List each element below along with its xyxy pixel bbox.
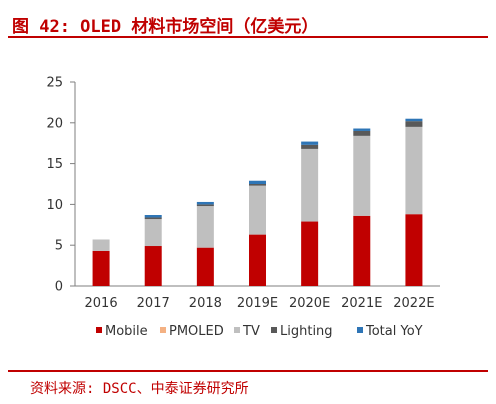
legend-label-pmoled: PMOLED [169, 324, 224, 339]
stacked-bar-chart: 0 5 10 15 20 25 2016 2017 2018 2019E 2020E 2021E 202… [46, 76, 440, 339]
legend-label-tv: TV [242, 324, 260, 339]
x-tick-label: 2018 [189, 296, 222, 311]
legend-swatch-tv [234, 327, 240, 333]
bar-segment-mobile [92, 250, 110, 286]
bar-segment-lighting [249, 184, 266, 186]
y-tick-label: 20 [46, 116, 63, 131]
y-tick-label: 0 [55, 280, 63, 295]
legend-swatch-pmoled [160, 327, 166, 333]
x-tick-label: 2022E [393, 296, 434, 311]
bar-segment-tv [353, 135, 371, 216]
legend-swatch-total-yoy [357, 327, 363, 333]
x-tick-label: 2020E [289, 296, 330, 311]
bar-segment-mobile [353, 215, 371, 286]
bar-segment-tv [92, 239, 110, 251]
x-tick-label: 2019E [237, 296, 278, 311]
bar-segment-lighting [405, 121, 423, 127]
bar-segment-total-yoy [353, 128, 371, 131]
bar-segment-total-yoy [144, 215, 162, 218]
bar-segment-tv [405, 126, 423, 215]
bar-segment-tv [301, 148, 319, 222]
bar-segment-lighting [196, 204, 214, 207]
legend-label-lighting: Lighting [280, 324, 333, 339]
legend-label-total-yoy: Total YoY [365, 324, 423, 339]
legend-swatch-mobile [96, 327, 102, 333]
bar-segment-total-yoy [301, 141, 319, 145]
y-tick-label: 15 [46, 157, 63, 172]
bar-segment-total-yoy [196, 201, 214, 205]
bar-segment-tv [144, 219, 162, 247]
axes: 0 5 10 15 20 25 2016 2017 2018 2019E 2020E 2021E 202… [46, 76, 440, 311]
legend: Mobile PMOLED TV Lighting Total YoY [96, 324, 423, 339]
bar-segment-lighting [301, 144, 319, 149]
bar-segment-mobile [301, 221, 319, 286]
bar-segment-mobile [144, 246, 162, 286]
bar-segment-mobile [405, 214, 423, 286]
y-tick-label: 25 [46, 76, 63, 91]
bar-segment-mobile [196, 247, 214, 286]
x-tick-label: 2017 [137, 296, 170, 311]
bars [92, 118, 423, 286]
x-tick-label: 2021E [341, 296, 382, 311]
title-bar: 图 42: OLED 材料市场空间（亿美元） [8, 10, 488, 38]
source-bar: 资料来源: DSCC、中泰证券研究所 [8, 370, 488, 398]
bar-segment-total-yoy [405, 118, 423, 122]
chart-title: 图 42: OLED 材料市场空间（亿美元） [12, 17, 319, 37]
legend-swatch-lighting [271, 327, 277, 333]
bar-segment-total-yoy [249, 180, 266, 184]
legend-label-mobile: Mobile [105, 324, 148, 339]
y-tick-label: 10 [46, 198, 63, 213]
bar-segment-lighting [353, 130, 371, 136]
bar-segment-mobile [249, 234, 266, 286]
source-note: 资料来源: DSCC、中泰证券研究所 [30, 381, 249, 397]
bar-segment-tv [249, 185, 266, 235]
bar-segment-tv [196, 206, 214, 248]
y-tick-label: 5 [55, 239, 63, 254]
bar-segment-lighting [144, 217, 162, 220]
x-tick-label: 2016 [85, 296, 118, 311]
